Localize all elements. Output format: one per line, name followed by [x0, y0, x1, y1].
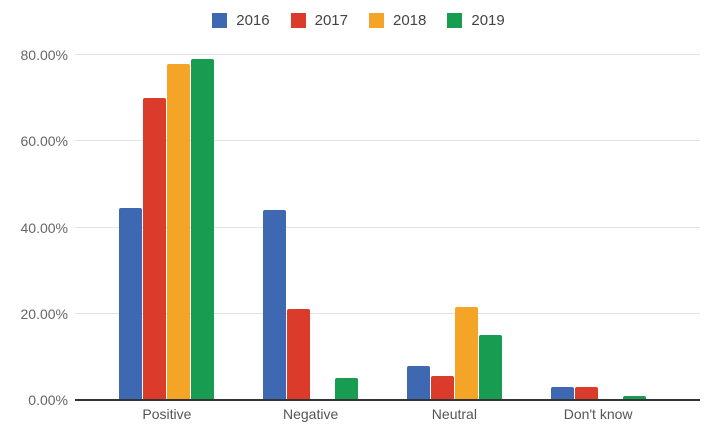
- bar-group-negative: [263, 55, 359, 400]
- legend-item-2019: 2019: [447, 12, 505, 29]
- bar-group-neutral: [406, 55, 502, 400]
- x-axis-line: [75, 399, 700, 401]
- legend-item-2017: 2017: [290, 12, 348, 29]
- bar-2019-don-t-know: [622, 395, 646, 400]
- legend-swatch-2019: [447, 13, 463, 28]
- bar-2018-positive: [167, 63, 191, 400]
- y-axis-labels: 0.00% 20.00% 40.00% 60.00% 80.00%: [0, 47, 68, 408]
- bars-area: [75, 55, 700, 400]
- y-tick-label-40: 40.00%: [20, 219, 68, 236]
- x-axis-labels: Positive Negative Neutral Don't know: [75, 406, 700, 422]
- y-tick-label-20: 20.00%: [20, 305, 68, 322]
- legend-swatch-2016: [212, 13, 228, 28]
- legend-swatch-2018: [369, 13, 384, 28]
- bar-2019-negative: [335, 378, 359, 400]
- bar-2019-neutral: [478, 335, 502, 400]
- bar-2017-don-t-know: [574, 387, 598, 400]
- legend-label-2018: 2018: [393, 12, 427, 29]
- legend-item-2018: 2018: [369, 12, 426, 29]
- gridline-20: [75, 312, 700, 314]
- y-tick-label-60: 60.00%: [20, 133, 68, 150]
- gridline-60: [75, 140, 700, 142]
- chart-legend: 2016 2017 2018 2019: [0, 12, 717, 29]
- bar-2016-negative: [263, 210, 287, 400]
- gridline-40: [75, 226, 700, 228]
- category-label-negative: Negative: [282, 406, 339, 422]
- y-tick-label-80: 80.00%: [20, 47, 68, 63]
- bar-2017-neutral: [430, 376, 454, 400]
- bar-2017-negative: [287, 309, 311, 400]
- bar-2016-don-t-know: [550, 387, 574, 400]
- category-label-neutral: Neutral: [431, 406, 477, 422]
- category-label-don-t-know: Don't know: [563, 406, 633, 422]
- gridline-80: [75, 54, 700, 55]
- category-label-positive: Positive: [142, 406, 192, 422]
- y-tick-label-0: 0.00%: [28, 392, 68, 408]
- bar-group-don-t-know: [550, 55, 646, 400]
- bar-2016-positive: [119, 208, 143, 400]
- bar-2016-neutral: [406, 365, 430, 400]
- legend-label-2017: 2017: [314, 12, 348, 29]
- legend-swatch-2017: [290, 13, 306, 28]
- legend-label-2019: 2019: [471, 12, 505, 29]
- bar-2019-positive: [191, 59, 215, 400]
- bar-2017-positive: [143, 98, 167, 400]
- legend-label-2016: 2016: [236, 12, 270, 29]
- bar-2018-neutral: [454, 307, 478, 400]
- bar-group-positive: [119, 55, 215, 400]
- plot-area: [75, 54, 700, 401]
- legend-item-2016: 2016: [212, 12, 270, 29]
